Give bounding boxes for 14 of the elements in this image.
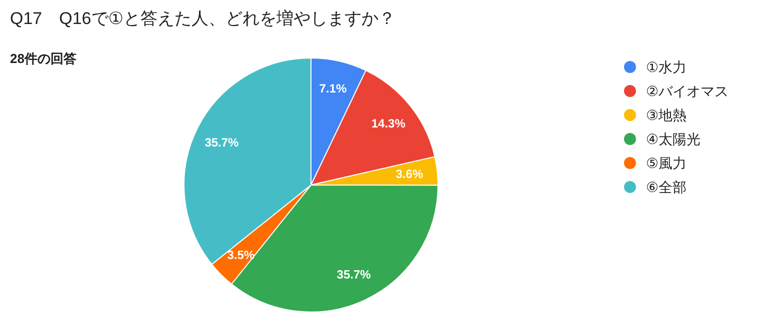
legend-label: ④太陽光 (646, 130, 701, 147)
data-label: 3.5% (227, 248, 255, 262)
chart-title: Q17 Q16で①と答えた人、どれを増やしますか？ (10, 9, 396, 28)
text: 28件の回答 (10, 51, 76, 66)
legend-label: ⑤風力 (646, 154, 687, 171)
data-label: 7.1% (319, 82, 347, 96)
data-label: 3.6% (396, 167, 424, 182)
data-label: 35.7% (336, 268, 372, 282)
legend-label: ①水力 (646, 58, 687, 75)
legend-label: ③地熱 (646, 106, 687, 123)
data-label: 35.7% (204, 135, 240, 150)
data-label: 14.3% (371, 116, 406, 130)
legend-label: ②バイオマス (646, 82, 729, 99)
legend-label: ⑥全部 (646, 178, 687, 195)
